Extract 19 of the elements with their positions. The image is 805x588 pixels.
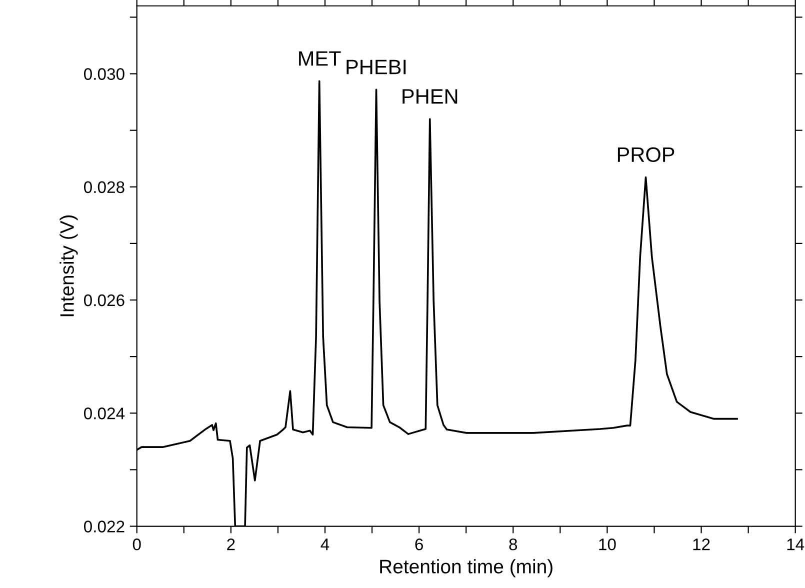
- annotation: PHEN: [402, 89, 458, 104]
- annotation: MET: [299, 51, 341, 66]
- y-axis-title: Intensity (V): [60, 215, 78, 316]
- y-tick-label: 0.030: [84, 68, 124, 80]
- x-tick-label: 2: [227, 538, 235, 550]
- y-tick-label: 0.026: [84, 294, 124, 306]
- annotation: PHEBI: [346, 60, 406, 74]
- x-tick-label: 6: [415, 538, 423, 550]
- y-tick-label: 0.022: [84, 520, 124, 532]
- x-tick-label: 0: [132, 538, 141, 550]
- x-tick-label: 8: [509, 538, 518, 550]
- y-tick-label: 0.028: [84, 181, 124, 194]
- y-tick-label: 0.024: [84, 408, 125, 420]
- annotation: PROP: [618, 147, 674, 162]
- x-tick-label: 14: [787, 538, 804, 550]
- x-tick-label: 10: [599, 538, 616, 550]
- x-tick-label: 4: [320, 538, 330, 550]
- x-axis-title: Retention time (min): [380, 559, 552, 578]
- x-tick-label: 12: [693, 538, 710, 550]
